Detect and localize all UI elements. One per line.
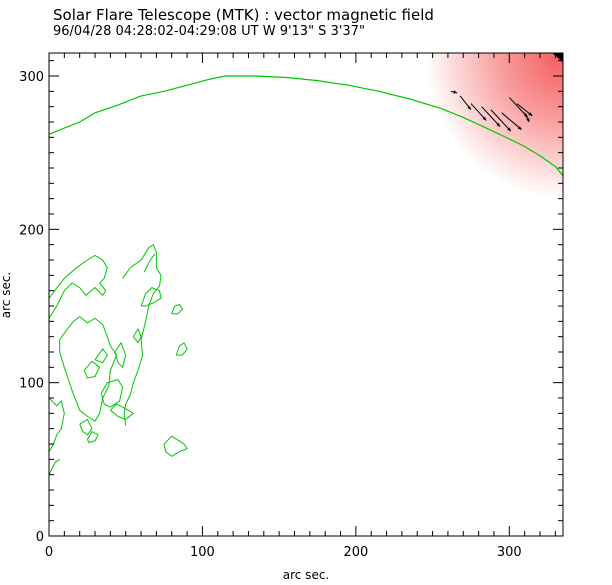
x-tick-label: 200 [343, 545, 368, 560]
field-contour-9 [49, 397, 65, 452]
flare-intensity-region [424, 53, 563, 199]
field-vector-1 [459, 95, 472, 111]
field-contour-14 [140, 287, 162, 307]
x-tick-label: 0 [45, 545, 53, 560]
field-vector-0 [450, 90, 458, 94]
y-axis-title: arc sec. [0, 272, 13, 318]
field-contour-8 [110, 403, 135, 421]
field-vector-7 [516, 103, 533, 117]
y-tick-label: 100 [19, 377, 44, 392]
field-contour-12 [49, 458, 60, 475]
field-vector-4 [490, 109, 512, 132]
field-contour-4 [83, 360, 101, 379]
field-contour-2 [143, 253, 156, 273]
field-contour-5 [94, 348, 108, 364]
y-tick-label: 200 [19, 223, 44, 238]
chart-title: Solar Flare Telescope (MTK) : vector mag… [53, 6, 434, 24]
field-contour-13 [163, 435, 188, 457]
plot-area [49, 53, 563, 475]
field-vector-3 [481, 106, 501, 127]
field-vector-5 [501, 112, 522, 131]
x-tick-label: 300 [497, 545, 522, 560]
axis-ticks [48, 53, 563, 537]
field-contour-7 [100, 379, 124, 408]
field-contour-16 [175, 342, 188, 356]
field-contour-0 [49, 254, 108, 319]
field-vector-8 [524, 112, 530, 123]
y-tick-label: 0 [36, 530, 44, 545]
x-axis-title: arc sec. [283, 568, 329, 582]
plot-frame [48, 52, 564, 537]
field-contour-15 [171, 303, 184, 315]
axis-labels: 0 100 200 300 0 100 200 300 [19, 70, 522, 560]
field-contour-17 [132, 327, 142, 344]
field-contour-3 [59, 316, 118, 422]
chart-subtitle: 96/04/28 04:28:02-04:29:08 UT W 9'13" S … [53, 24, 365, 39]
field-contour-10 [79, 418, 93, 436]
limb-contour [49, 75, 563, 177]
field-contour-11 [86, 431, 99, 444]
y-tick-label: 300 [19, 70, 44, 85]
x-tick-label: 100 [190, 545, 215, 560]
field-contour-6 [114, 341, 127, 369]
field-vector-2 [470, 103, 487, 121]
field-contour-1 [122, 243, 162, 426]
dark-corner-region [552, 53, 563, 63]
